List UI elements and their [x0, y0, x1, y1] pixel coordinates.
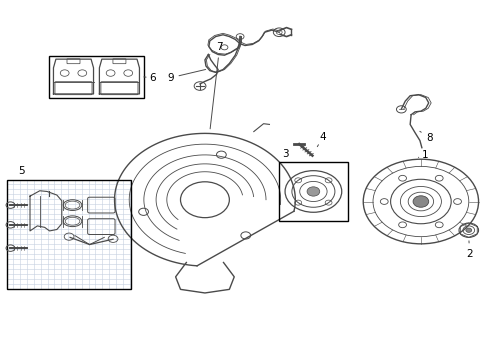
- Bar: [49, 56, 144, 98]
- Circle shape: [466, 228, 472, 232]
- Circle shape: [413, 196, 429, 207]
- Text: 1: 1: [418, 149, 428, 159]
- Text: 5: 5: [18, 166, 24, 176]
- Circle shape: [307, 187, 320, 196]
- Text: 2: 2: [466, 241, 473, 258]
- Text: 9: 9: [167, 69, 206, 83]
- Text: 6: 6: [144, 73, 155, 83]
- Bar: [6, 180, 131, 289]
- Text: 7: 7: [210, 42, 223, 129]
- Text: 8: 8: [420, 131, 433, 143]
- Text: 4: 4: [318, 132, 326, 147]
- Bar: [279, 162, 347, 221]
- Text: 3: 3: [282, 149, 289, 159]
